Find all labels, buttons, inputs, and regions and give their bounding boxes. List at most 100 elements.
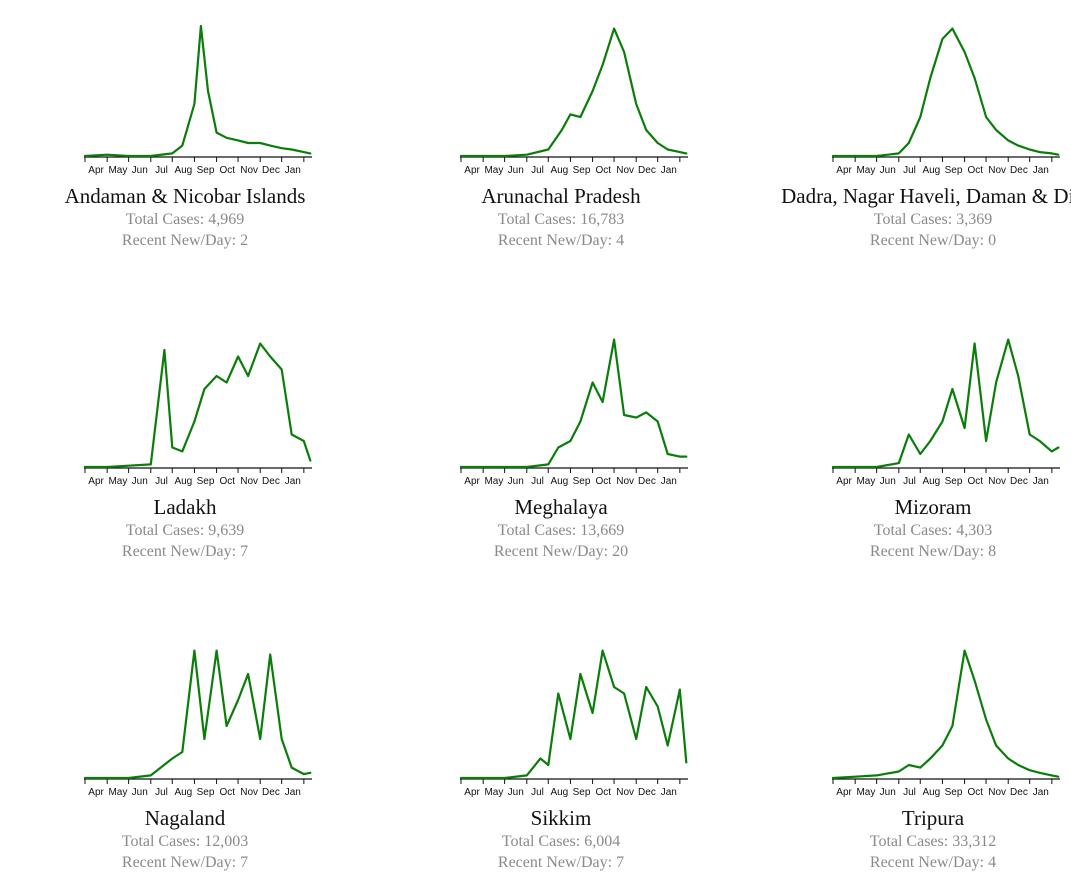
total-cases: Total Cases: 4,969	[20, 211, 350, 229]
x-tick-label: Jan	[661, 476, 677, 487]
x-tick-label: Jun	[880, 787, 896, 798]
data-point	[163, 349, 166, 351]
data-point	[613, 27, 615, 30]
data-point	[207, 90, 209, 92]
data-point	[203, 388, 206, 390]
x-tick-label: Jul	[155, 165, 168, 176]
data-point	[1028, 148, 1031, 151]
data-point	[547, 463, 550, 466]
x-tick-label: Nov	[240, 476, 258, 487]
data-point	[525, 774, 528, 777]
data-point	[106, 466, 108, 468]
recent-new-per-day: Recent New/Day: 4	[768, 854, 1071, 872]
state-panel-dadra: Apr May Jun Jul Aug Sep Oct Nov Dec Jan Dadra, Na…	[768, 0, 1071, 270]
recent-new-per-day-label: Recent New/Day:	[869, 232, 985, 249]
recent-new-per-day-label: Recent New/Day:	[493, 543, 609, 560]
data-point	[908, 433, 910, 436]
state-panel-tripura: Apr May Jun Jul Aug Sep Oct Nov Dec Jan Tripura T…	[768, 622, 1071, 892]
recent-new-per-day: Recent New/Day: 4	[396, 232, 726, 250]
x-tick-label: Apr	[836, 476, 852, 487]
total-cases-label: Total Cases:	[125, 522, 205, 539]
data-point	[679, 455, 681, 458]
data-point	[1057, 775, 1060, 778]
line-chart: Apr May Jun Jul Aug Sep Oct Nov Dec Jan	[83, 24, 312, 176]
x-tick-label: Sep	[573, 787, 591, 798]
state-panel-mizoram: Apr May Jun Jul Aug Sep Oct Nov Dec Jan Mizoram T…	[768, 311, 1071, 581]
recent-new-per-day-label: Recent New/Day:	[497, 854, 613, 871]
data-point	[1017, 144, 1020, 147]
x-tick-label: Sep	[197, 476, 215, 487]
data-point	[973, 342, 976, 345]
x-tick-label: Jan	[1033, 476, 1049, 487]
data-point	[591, 381, 594, 384]
x-tick-label: Nov	[240, 787, 258, 798]
data-point	[1007, 338, 1010, 341]
x-tick-label: Jan	[285, 476, 301, 487]
data-point	[247, 142, 249, 144]
x-tick-label: Jul	[531, 787, 544, 798]
x-tick-label: Sep	[197, 787, 215, 798]
x-tick-label: Apr	[464, 165, 480, 176]
data-point	[985, 718, 987, 721]
data-point	[685, 152, 688, 155]
data-point	[579, 116, 582, 118]
cases-line	[459, 27, 688, 158]
total-cases-label: Total Cases:	[869, 833, 949, 850]
data-point	[259, 342, 262, 345]
x-tick-label: May	[484, 165, 503, 176]
data-point	[995, 129, 997, 131]
data-point	[1051, 450, 1053, 453]
x-tick-label: Sep	[573, 165, 591, 176]
line-chart: Apr May Jun Jul Aug Sep Oct Nov Dec Jan	[831, 649, 1060, 798]
data-point	[601, 649, 604, 652]
data-point	[656, 420, 659, 423]
total-cases: Total Cases: 4,303	[768, 522, 1071, 540]
x-tick-label: Dec	[262, 476, 280, 487]
recent-new-per-day: Recent New/Day: 0	[768, 232, 1071, 250]
data-point	[181, 144, 184, 147]
x-tick-label: May	[856, 787, 875, 798]
data-point	[635, 416, 638, 419]
data-point	[149, 463, 152, 466]
data-point	[623, 414, 625, 416]
data-point	[1007, 757, 1010, 760]
total-cases-value: 6,004	[584, 833, 621, 850]
x-tick-label: Dec	[638, 476, 656, 487]
x-tick-label: Jan	[285, 165, 301, 176]
x-tick-label: Aug	[550, 476, 568, 487]
x-tick-label: Jul	[903, 165, 916, 176]
recent-new-per-day-value: 8	[988, 543, 997, 560]
data-point	[127, 777, 130, 779]
data-point	[503, 155, 506, 157]
cases-line	[83, 342, 312, 469]
x-tick-label: May	[856, 165, 875, 176]
data-point	[259, 738, 262, 740]
data-point	[269, 355, 272, 358]
x-tick-label: Aug	[922, 165, 940, 176]
data-point	[237, 139, 239, 142]
data-point	[290, 433, 293, 436]
x-tick-label: Oct	[220, 787, 236, 798]
recent-new-per-day-value: 0	[988, 232, 997, 249]
data-point	[601, 64, 604, 66]
x-tick-label: Jan	[661, 165, 677, 176]
data-point	[259, 142, 262, 144]
x-tick-label: Dec	[262, 787, 280, 798]
data-point	[215, 649, 218, 652]
data-point	[985, 440, 987, 442]
state-panel-ladakh: Apr May Jun Jul Aug Sep Oct Nov Dec Jan Ladakh To…	[20, 311, 350, 581]
x-tick-label: Oct	[968, 787, 984, 798]
data-point	[225, 381, 228, 384]
data-point	[225, 137, 228, 139]
data-point	[247, 375, 249, 377]
data-point	[237, 699, 239, 701]
total-cases-label: Total Cases:	[497, 211, 577, 228]
x-tick-label: May	[108, 476, 127, 487]
total-cases-label: Total Cases:	[873, 211, 953, 228]
x-tick-label: Jul	[155, 787, 168, 798]
data-point	[832, 155, 834, 157]
total-cases-label: Total Cases:	[501, 833, 581, 850]
recent-new-per-day-label: Recent New/Day:	[121, 543, 237, 560]
data-point	[941, 38, 944, 40]
data-point	[247, 673, 249, 675]
